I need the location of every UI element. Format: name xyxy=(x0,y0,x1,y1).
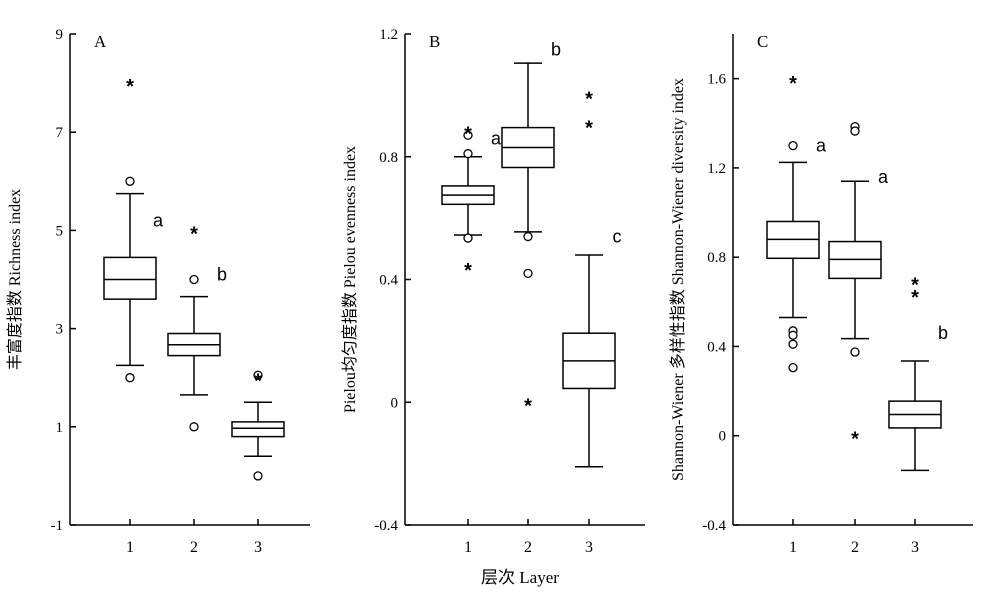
extreme-asterisk: * xyxy=(585,118,593,140)
extreme-asterisk: * xyxy=(254,371,262,393)
outlier-circle xyxy=(850,347,860,357)
extreme-asterisk: * xyxy=(464,260,472,282)
y-axis-label: Pielou均匀度指数 Pielou evenness index xyxy=(341,146,359,413)
outlier-circle xyxy=(463,149,473,159)
significance-letter: a xyxy=(878,167,889,187)
y-tick-label: 0.8 xyxy=(707,250,726,266)
extreme-asterisk: * xyxy=(851,429,859,451)
extreme-asterisk: * xyxy=(585,88,593,110)
y-tick-label: 0 xyxy=(719,429,727,445)
y-tick-label: 5 xyxy=(56,223,64,239)
box-plot-layer-2: *b xyxy=(167,223,227,432)
x-tick-label: 1 xyxy=(464,539,472,556)
y-tick-label: 0 xyxy=(391,395,399,411)
box-plot-layer-1: *a xyxy=(766,73,827,373)
outlier-circle xyxy=(788,363,798,373)
box-plot-layer-3: ** b xyxy=(888,275,948,472)
outlier-circle xyxy=(788,339,798,349)
extreme-asterisk: * xyxy=(789,73,797,95)
y-tick-label: 7 xyxy=(56,125,64,141)
y-tick-label: 1.2 xyxy=(707,161,726,177)
extreme-asterisk: * xyxy=(190,223,198,245)
y-tick-label: 3 xyxy=(56,322,64,338)
iqr-box xyxy=(103,256,157,300)
y-tick-label: 1.2 xyxy=(379,27,398,43)
box-plot-layer-1: * * a xyxy=(441,124,502,282)
y-tick-label: -0.4 xyxy=(702,518,726,534)
extreme-asterisk: * xyxy=(911,275,919,297)
x-axis-label: 层次 Layer xyxy=(481,568,559,587)
y-tick-label: 9 xyxy=(56,27,64,43)
outlier-circle xyxy=(523,268,533,279)
box-plot-layer-3: * xyxy=(231,370,285,481)
y-tick-label: 1.6 xyxy=(707,72,726,88)
significance-letter: c xyxy=(613,227,622,247)
significance-letter: a xyxy=(816,136,827,156)
outlier-circle xyxy=(850,126,860,136)
extreme-asterisk: * xyxy=(464,124,472,146)
x-tick-label: 3 xyxy=(585,539,593,556)
y-tick-label: 0.4 xyxy=(379,273,398,289)
box-plot-layer-1: *a xyxy=(103,76,164,383)
significance-letter: b xyxy=(551,39,561,59)
extreme-asterisk: * xyxy=(911,287,919,309)
y-tick-label: 0.8 xyxy=(379,150,398,166)
x-tick-label: 1 xyxy=(126,539,134,556)
x-tick-label: 2 xyxy=(851,539,859,556)
outlier-circle xyxy=(125,176,135,186)
panel-label: B xyxy=(429,32,440,51)
panel-label: C xyxy=(757,32,768,51)
extreme-asterisk: * xyxy=(524,395,532,417)
y-tick-label: -0.4 xyxy=(374,518,398,534)
outlier-circle xyxy=(788,330,798,340)
significance-letter: a xyxy=(491,128,502,148)
box-plot-layer-3: * * c xyxy=(562,88,622,468)
box-plot-layer-2: *b xyxy=(501,39,561,417)
significance-letter: b xyxy=(938,323,948,343)
outlier-circle xyxy=(125,373,135,383)
panel-c: -0.4 0 0.4 0.8 1.2 1.6 1 2 3 C Shannon-Wiener 多样性指… xyxy=(669,32,973,556)
outlier-circle xyxy=(463,130,473,140)
x-tick-label: 2 xyxy=(524,539,532,556)
outlier-circle xyxy=(788,140,798,151)
box-plot-layer-2: *a xyxy=(828,121,889,451)
y-axis-label: 丰富度指数 Richness index xyxy=(6,189,24,370)
panel-label: A xyxy=(94,32,107,51)
significance-letter: a xyxy=(153,211,164,231)
outlier-circle xyxy=(189,274,199,285)
y-tick-label: -1 xyxy=(51,518,64,534)
iqr-box xyxy=(231,421,285,438)
outlier-circle xyxy=(253,471,263,481)
x-tick-label: 3 xyxy=(254,539,262,556)
significance-letter: b xyxy=(217,265,227,285)
extreme-asterisk: * xyxy=(126,76,134,98)
x-tick-label: 3 xyxy=(911,539,919,556)
x-tick-label: 2 xyxy=(190,539,198,556)
outlier-circle xyxy=(523,231,533,242)
outlier-circle xyxy=(189,422,199,432)
y-tick-label: 1 xyxy=(56,420,64,436)
y-tick-label: 0.4 xyxy=(707,339,726,355)
panel-b: -0.4 0 0.4 0.8 1.2 1 2 3 B Pielou均匀度指数 Pielou eve… xyxy=(341,27,645,556)
y-axis-label: Shannon-Wiener 多样性指数 Shannon-Wiener dive… xyxy=(669,78,687,481)
outlier-circle xyxy=(253,370,263,380)
x-tick-label: 1 xyxy=(789,539,797,556)
outlier-circle xyxy=(463,233,473,243)
